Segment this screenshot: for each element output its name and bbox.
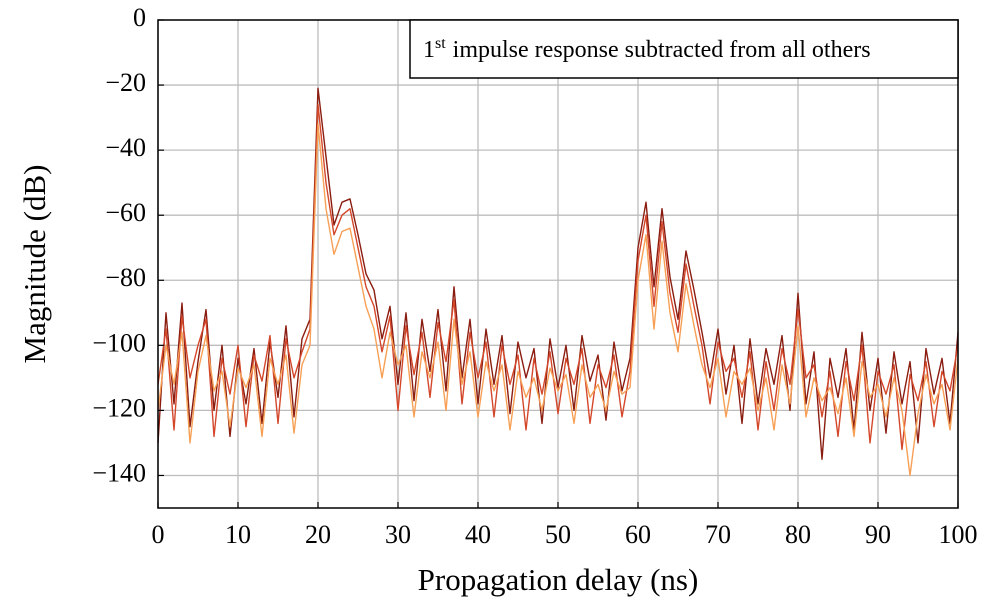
- x-tick-label: 70: [705, 520, 731, 549]
- y-tick-label: −20: [105, 68, 146, 97]
- x-tick-label: 60: [625, 520, 651, 549]
- annotation-number: 1: [423, 37, 435, 63]
- x-tick-label: 20: [305, 520, 331, 549]
- series-line: [157, 87, 959, 460]
- y-axis-label: Magnitude (dB): [17, 165, 52, 364]
- x-tick-label: 0: [152, 520, 165, 549]
- annotation-box: [409, 19, 959, 79]
- y-tick-label: −80: [105, 263, 146, 292]
- x-axis-label: Propagation delay (ns): [418, 562, 699, 597]
- y-tick-label: −120: [92, 393, 146, 422]
- annotation-superscript: st: [435, 35, 446, 52]
- x-tick-label: 80: [785, 520, 811, 549]
- series-line: [157, 123, 959, 477]
- x-tick-label: 10: [225, 520, 251, 549]
- y-tick-label: −40: [105, 133, 146, 162]
- x-tick-label: 50: [545, 520, 571, 549]
- x-tick-label: 100: [939, 520, 978, 549]
- x-tick-label: 40: [465, 520, 491, 549]
- series-line: [157, 103, 959, 451]
- y-tick-label: −60: [105, 198, 146, 227]
- annotation-text: impulse response subtracted from all oth…: [453, 37, 871, 63]
- annotation: 1st impulse response subtracted from all …: [423, 35, 871, 63]
- lines: [157, 87, 959, 477]
- x-tick-label: 90: [865, 520, 891, 549]
- y-tick-label: −100: [92, 328, 146, 357]
- y-tick-label: −140: [92, 458, 146, 487]
- y-tick-label: 0: [133, 3, 146, 32]
- x-tick-label: 30: [385, 520, 411, 549]
